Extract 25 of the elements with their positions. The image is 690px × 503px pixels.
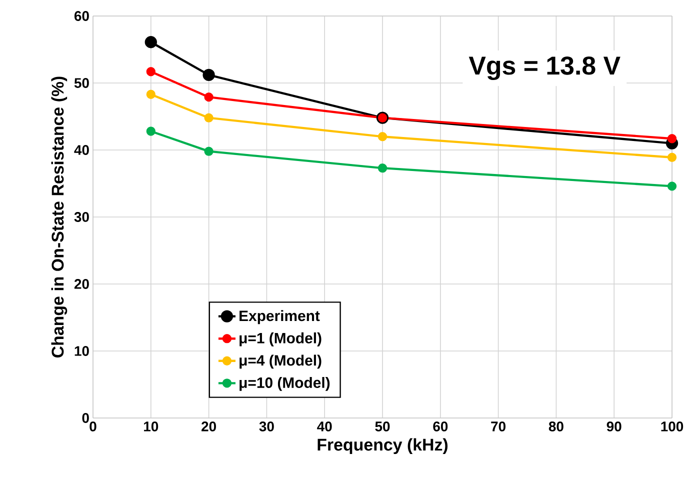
legend-label: μ=1 (Model) (240, 332, 322, 346)
x-tick-label: 100 (661, 422, 684, 432)
x-tick-label: 50 (375, 422, 390, 432)
legend-label: μ=10 (Model) (240, 377, 330, 391)
y-tick-label: 40 (74, 145, 89, 155)
x-tick-label: 30 (259, 422, 274, 432)
legend-label: Experiment (240, 310, 320, 324)
x-tick-label: 60 (433, 422, 448, 432)
legend-label: μ=4 (Model) (240, 354, 322, 369)
y-tick-label: 0 (82, 413, 89, 423)
x-tick-label: 40 (317, 422, 332, 432)
y-tick-label: 50 (74, 78, 89, 88)
x-tick-label: 70 (491, 422, 506, 432)
x-axis-title: Frequency (kHz) (318, 438, 448, 454)
x-tick-label: 10 (144, 422, 158, 432)
x-tick-label: 90 (606, 422, 622, 432)
x-tick-label: 80 (548, 422, 564, 432)
y-tick-label: 20 (74, 279, 89, 289)
x-tick-label: 20 (202, 422, 216, 432)
y-axis-title: Change in On-State Resistance (%) (51, 76, 68, 358)
y-tick-label: 10 (74, 346, 89, 356)
x-tick-label: 0 (90, 422, 96, 432)
y-tick-label: 60 (74, 11, 89, 21)
annotation: Vgs = 13.8 V (468, 56, 620, 80)
y-tick-label: 30 (74, 212, 89, 222)
